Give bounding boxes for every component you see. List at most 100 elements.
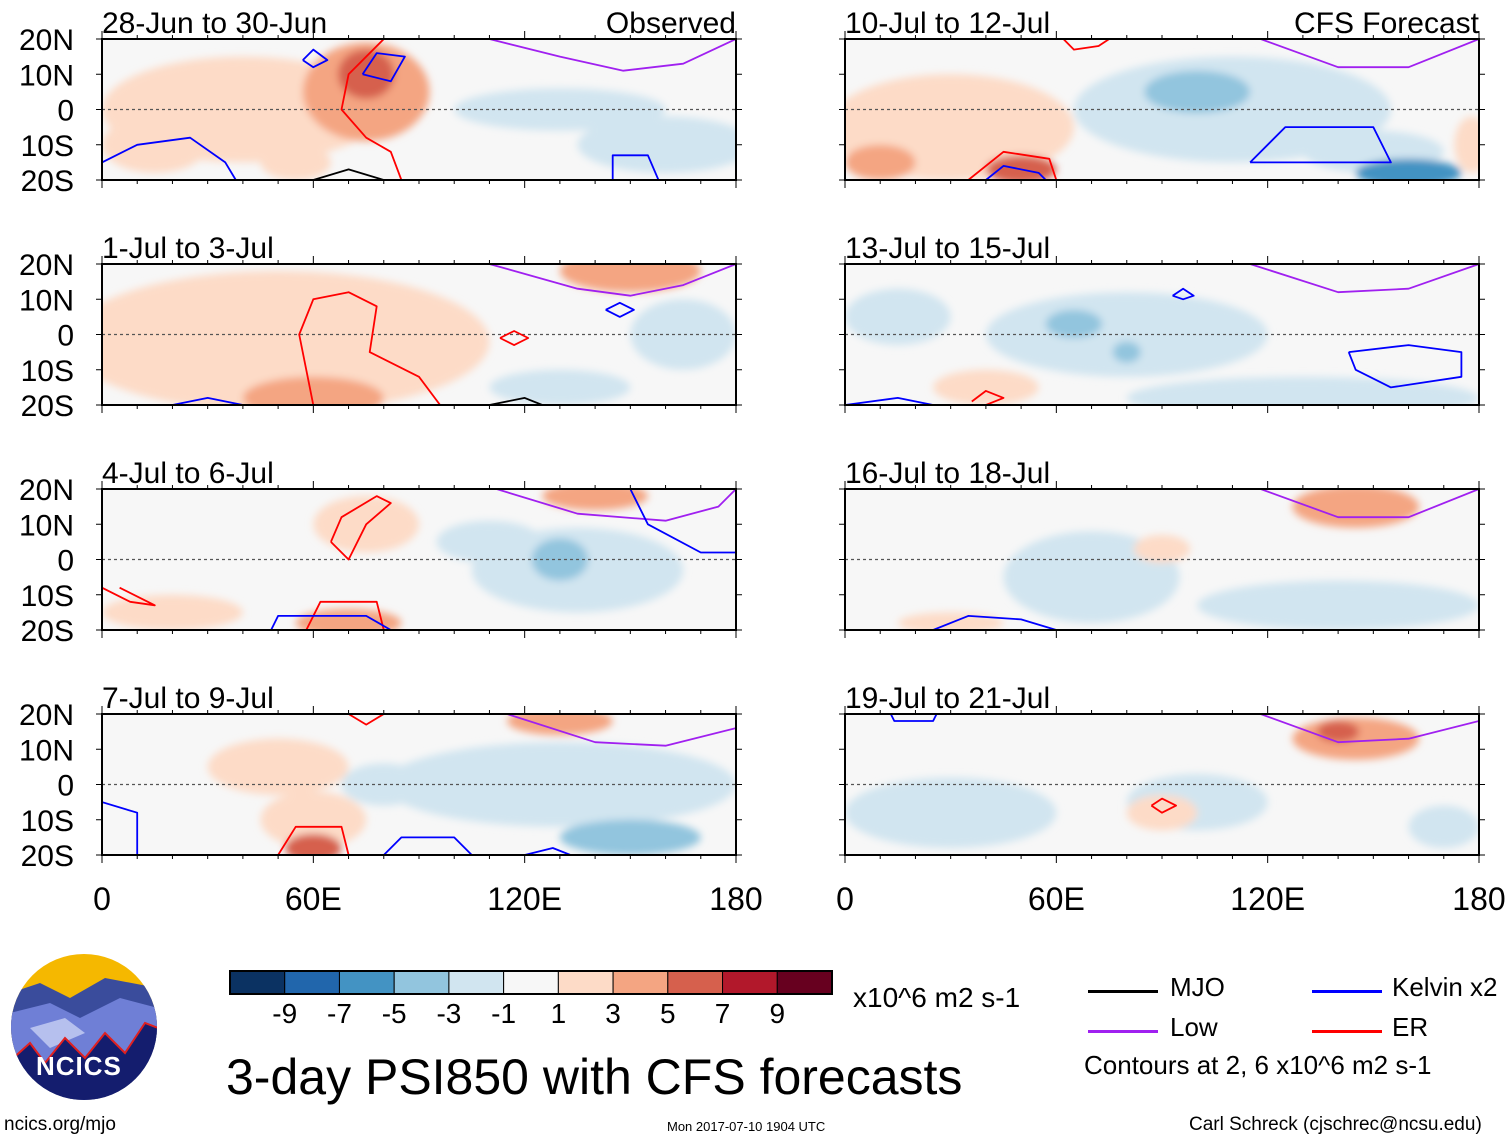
colorbar-label: 7 bbox=[715, 998, 731, 1029]
anomaly-area bbox=[1144, 70, 1251, 114]
lat-tick-label: 20S bbox=[21, 390, 74, 423]
anomaly-area bbox=[933, 369, 1039, 405]
legend-mjo-label: MJO bbox=[1170, 972, 1225, 1002]
legend-low: Low bbox=[1088, 1012, 1218, 1043]
colorbar-label: 1 bbox=[551, 998, 567, 1029]
lat-tick-label: 10S bbox=[21, 805, 74, 838]
anomaly-layer bbox=[102, 489, 684, 630]
colorbar-cell bbox=[393, 970, 450, 995]
contour-er bbox=[967, 150, 1058, 180]
contour-low bbox=[489, 39, 736, 72]
lat-tick-label: 20S bbox=[21, 615, 74, 648]
lat-tick-label: 10S bbox=[21, 130, 74, 163]
anomaly-area bbox=[1454, 116, 1479, 173]
panel-title: 16-Jul to 18-Jul bbox=[845, 457, 1050, 490]
colorbar-label: -7 bbox=[327, 998, 352, 1029]
contour-kelvin bbox=[889, 714, 938, 722]
legend-kelvin: Kelvin x2 bbox=[1312, 972, 1498, 1003]
contour-low bbox=[1260, 489, 1479, 519]
anomaly-area bbox=[507, 714, 613, 736]
section-label: Observed bbox=[606, 7, 736, 40]
colorbar-label: 3 bbox=[605, 998, 621, 1029]
legend-low-label: Low bbox=[1170, 1012, 1218, 1042]
contour-kelvin bbox=[932, 615, 1057, 630]
lon-tick-label: 180 bbox=[709, 881, 762, 917]
contour-er bbox=[971, 390, 1005, 405]
map-content bbox=[102, 714, 736, 855]
colorbar-cell bbox=[284, 970, 340, 995]
anomaly-area bbox=[1003, 531, 1180, 623]
anomaly-area bbox=[260, 791, 367, 848]
lat-tick-label: 10S bbox=[21, 355, 74, 388]
anomaly-area bbox=[1408, 805, 1479, 848]
colorbar-label: 9 bbox=[769, 998, 785, 1029]
panel-title: 19-Jul to 21-Jul bbox=[845, 682, 1050, 715]
colorbar-cell bbox=[229, 970, 286, 995]
contour-kelvin bbox=[524, 847, 571, 855]
lon-tick-label: 120E bbox=[1230, 881, 1305, 917]
lon-tick-label: 60E bbox=[285, 881, 342, 917]
colorbar-cell bbox=[722, 970, 778, 995]
lat-tick-label: 20N bbox=[19, 699, 74, 732]
lat-tick-label: 10S bbox=[21, 580, 74, 613]
panel-title: 7-Jul to 9-Jul bbox=[102, 682, 274, 715]
contour-low bbox=[496, 489, 736, 522]
contour-er bbox=[1062, 39, 1110, 51]
contour-low bbox=[506, 714, 736, 747]
lon-tick-label: 0 bbox=[93, 881, 111, 917]
anomaly-area bbox=[845, 144, 916, 180]
panel-title: 1-Jul to 3-Jul bbox=[102, 232, 274, 265]
map-content bbox=[845, 714, 1479, 848]
contour-kelvin bbox=[845, 397, 934, 405]
anomaly-area bbox=[1197, 580, 1479, 630]
contour-kelvin bbox=[102, 801, 139, 855]
anomaly-layer bbox=[845, 288, 1479, 405]
legend-mjo: MJO bbox=[1088, 972, 1225, 1003]
anomaly-area bbox=[542, 489, 648, 511]
colorbar-units: x10^6 m2 s-1 bbox=[853, 982, 1021, 1013]
anomaly-area bbox=[1355, 158, 1462, 180]
colorbar-frame bbox=[229, 970, 833, 995]
lon-tick-label: 180 bbox=[1452, 881, 1505, 917]
colorbar-label: -9 bbox=[272, 998, 297, 1029]
ncics-logo: NCICS bbox=[10, 953, 158, 1101]
source-url: ncics.org/mjo bbox=[4, 1114, 116, 1135]
colorbar-cell bbox=[667, 970, 724, 995]
lat-tick-label: 10N bbox=[19, 509, 74, 542]
colorbar-cell bbox=[448, 970, 505, 995]
contour-er bbox=[277, 825, 350, 855]
contour-kelvin bbox=[611, 154, 660, 180]
contour-kelvin bbox=[361, 52, 406, 83]
anomaly-area bbox=[102, 594, 243, 630]
contour-kelvin bbox=[1249, 126, 1392, 164]
section-label: CFS Forecast bbox=[1294, 7, 1480, 40]
anomaly-area bbox=[489, 369, 631, 405]
map-content bbox=[845, 264, 1479, 405]
anomaly-area bbox=[207, 738, 349, 796]
contour-kelvin bbox=[302, 48, 329, 69]
contour-mjo bbox=[489, 397, 543, 405]
legend-kelvin-label: Kelvin x2 bbox=[1392, 972, 1498, 1002]
contour-er bbox=[348, 714, 385, 726]
map-panel: 19-Jul to 21-Jul 0 60E 120E 180 bbox=[836, 682, 1506, 917]
anomaly-area bbox=[845, 288, 951, 346]
contour-er bbox=[499, 330, 530, 346]
anomaly-area bbox=[285, 833, 342, 855]
anomaly-area bbox=[337, 49, 395, 99]
panel-title: 13-Jul to 15-Jul bbox=[845, 232, 1050, 265]
anomaly-area bbox=[559, 264, 701, 293]
map-content bbox=[845, 489, 1479, 630]
lat-tick-label: 0 bbox=[57, 545, 74, 578]
lat-tick-label: 20N bbox=[19, 249, 74, 282]
map-content bbox=[102, 489, 736, 630]
contour-low bbox=[1260, 714, 1479, 744]
anomaly-layer bbox=[845, 717, 1479, 848]
anomaly-area bbox=[102, 271, 490, 405]
lat-tick-label: 0 bbox=[57, 320, 74, 353]
contour-kelvin bbox=[102, 136, 237, 180]
lat-tick-label: 10N bbox=[19, 284, 74, 317]
colorbar-cell bbox=[503, 970, 559, 995]
panel-title: 10-Jul to 12-Jul bbox=[845, 7, 1050, 40]
panel-title: 28-Jun to 30-Jun bbox=[102, 7, 327, 40]
contour-kelvin bbox=[172, 397, 244, 405]
